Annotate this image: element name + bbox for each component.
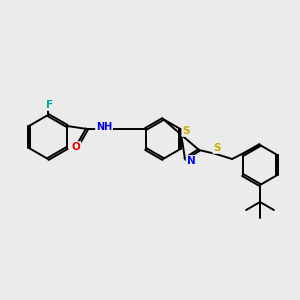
Text: F: F — [46, 100, 54, 110]
Text: S: S — [182, 126, 190, 136]
Text: O: O — [72, 142, 80, 152]
Text: NH: NH — [96, 122, 112, 132]
Text: N: N — [187, 156, 195, 166]
Text: S: S — [213, 143, 221, 153]
